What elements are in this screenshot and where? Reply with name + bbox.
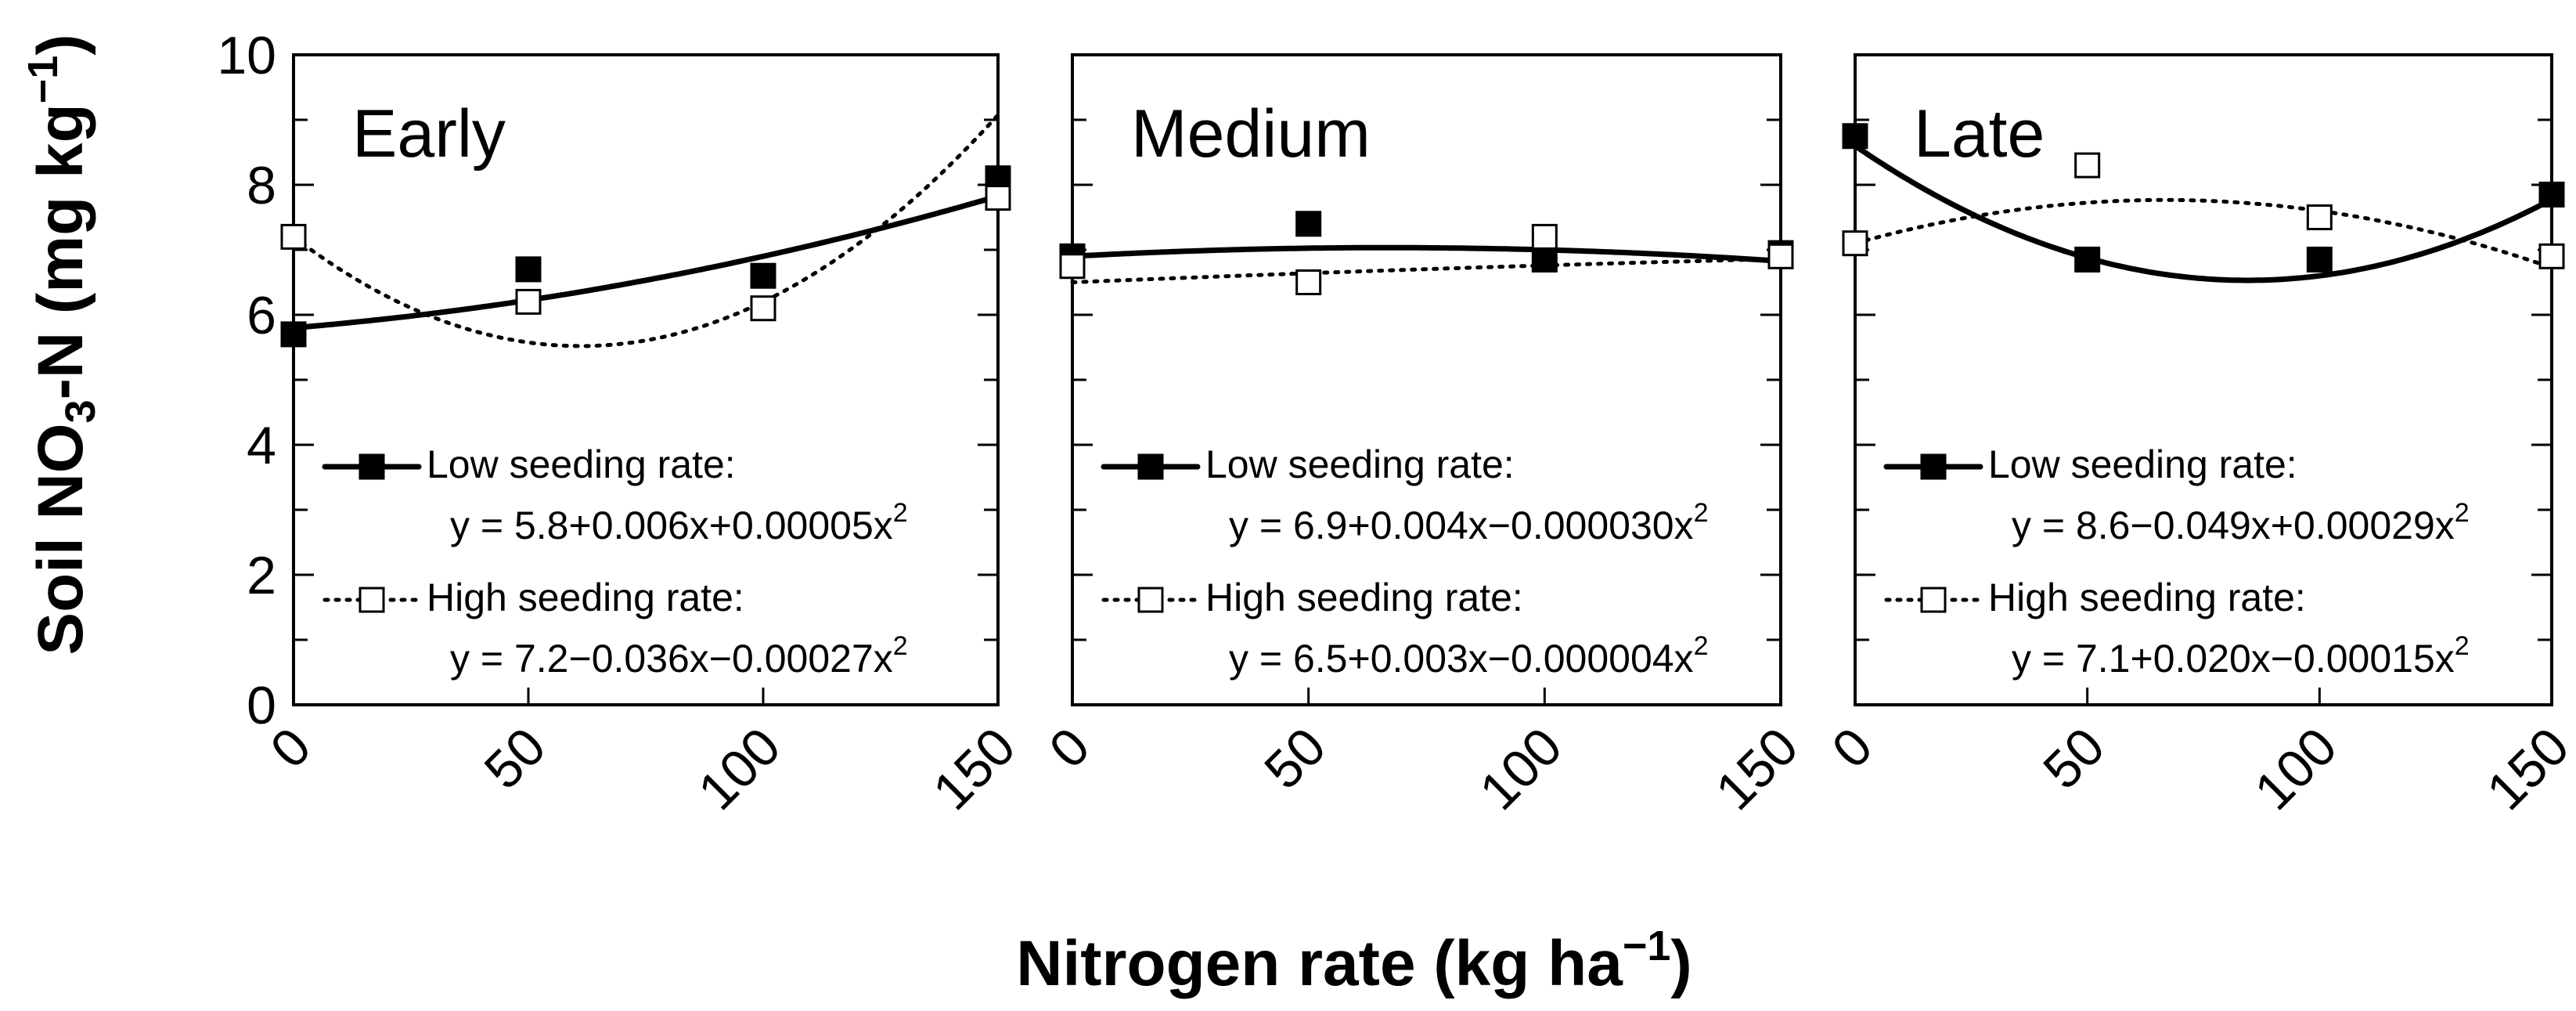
data-point-high-seeding (2074, 152, 2101, 179)
data-point-low-seeding (515, 256, 542, 283)
panel-title: Early (352, 96, 506, 172)
data-point-low-seeding (750, 262, 776, 289)
data-point-high-seeding (280, 223, 307, 250)
data-point-low-seeding (2538, 181, 2565, 208)
x-tick-label: 0 (1038, 717, 1101, 779)
legend-marker (1137, 587, 1164, 613)
x-tick-label: 100 (687, 717, 792, 821)
x-tick-label: 50 (1253, 717, 1337, 800)
x-tick-label: 50 (473, 717, 557, 800)
x-tick-label: 150 (1705, 717, 1810, 821)
legend-equation: y = 7.2−0.036x−0.00027x2 (450, 631, 908, 681)
legend-marker (358, 453, 385, 480)
y-tick-label: 10 (217, 26, 276, 85)
data-point-low-seeding (1842, 123, 1868, 150)
data-point-high-seeding (2306, 204, 2333, 230)
legend-marker (1920, 453, 1947, 480)
x-tick-label: 100 (1468, 717, 1573, 821)
x-tick-label: 0 (1821, 717, 1883, 779)
x-tick-label: 50 (2032, 717, 2116, 800)
y-tick-label: 8 (247, 156, 276, 215)
legend-marker (358, 587, 385, 613)
y-tick-label: 2 (247, 546, 276, 605)
legend-label: Low seeding rate: (1205, 442, 1515, 486)
legend-equation: y = 7.1+0.020x−0.00015x2 (2012, 631, 2470, 681)
x-tick-label: 150 (2476, 717, 2576, 821)
legend-label: High seeding rate: (1988, 576, 2306, 619)
y-tick-label: 6 (247, 286, 276, 345)
legend-label: High seeding rate: (1205, 576, 1523, 619)
legend-label: High seeding rate: (427, 576, 744, 619)
data-point-high-seeding (2538, 243, 2565, 269)
fit-curve-high-seeding (1070, 257, 1783, 284)
legend-equation: y = 8.6−0.049x+0.00029x2 (2012, 498, 2470, 547)
data-point-low-seeding (2306, 246, 2333, 273)
legend-equation: y = 6.5+0.003x−0.000004x2 (1229, 631, 1708, 681)
y-tick-label: 4 (247, 416, 276, 475)
data-point-low-seeding (1531, 246, 1558, 273)
panel-title: Late (1914, 96, 2045, 172)
fit-curve-low-seeding (290, 193, 1001, 331)
legend-label: Low seeding rate: (427, 442, 736, 486)
x-tick-label: 150 (922, 717, 1027, 821)
data-point-low-seeding (1295, 211, 1322, 237)
fit-curve-low-seeding (1852, 143, 2555, 283)
data-point-high-seeding (1767, 243, 1794, 269)
x-tick-label: 100 (2243, 717, 2348, 821)
legend-marker (1920, 587, 1947, 613)
data-point-high-seeding (1842, 230, 1868, 257)
data-point-high-seeding (1531, 223, 1558, 250)
fit-curve-low-seeding (1069, 244, 1784, 264)
fit-curve-high-seeding (1853, 197, 2554, 270)
data-point-high-seeding (1295, 269, 1322, 295)
panel-title: Medium (1131, 96, 1371, 172)
x-axis-title: Nitrogen rate (kg ha−1) (1016, 923, 1692, 999)
legend-label: Low seeding rate: (1988, 442, 2297, 486)
y-tick-label: 0 (247, 676, 276, 735)
y-axis-title: Soil NO3-N (mg kg−1) (20, 34, 104, 655)
data-point-high-seeding (515, 288, 542, 315)
data-point-high-seeding (985, 185, 1011, 211)
legend-marker (1137, 453, 1164, 480)
data-point-low-seeding (2074, 246, 2101, 273)
legend-equation: y = 5.8+0.006x+0.00005x2 (450, 498, 908, 547)
legend-equation: y = 6.9+0.004x−0.000030x2 (1229, 498, 1708, 547)
data-point-low-seeding (280, 321, 307, 348)
data-point-high-seeding (750, 295, 776, 322)
data-point-high-seeding (1059, 253, 1086, 280)
